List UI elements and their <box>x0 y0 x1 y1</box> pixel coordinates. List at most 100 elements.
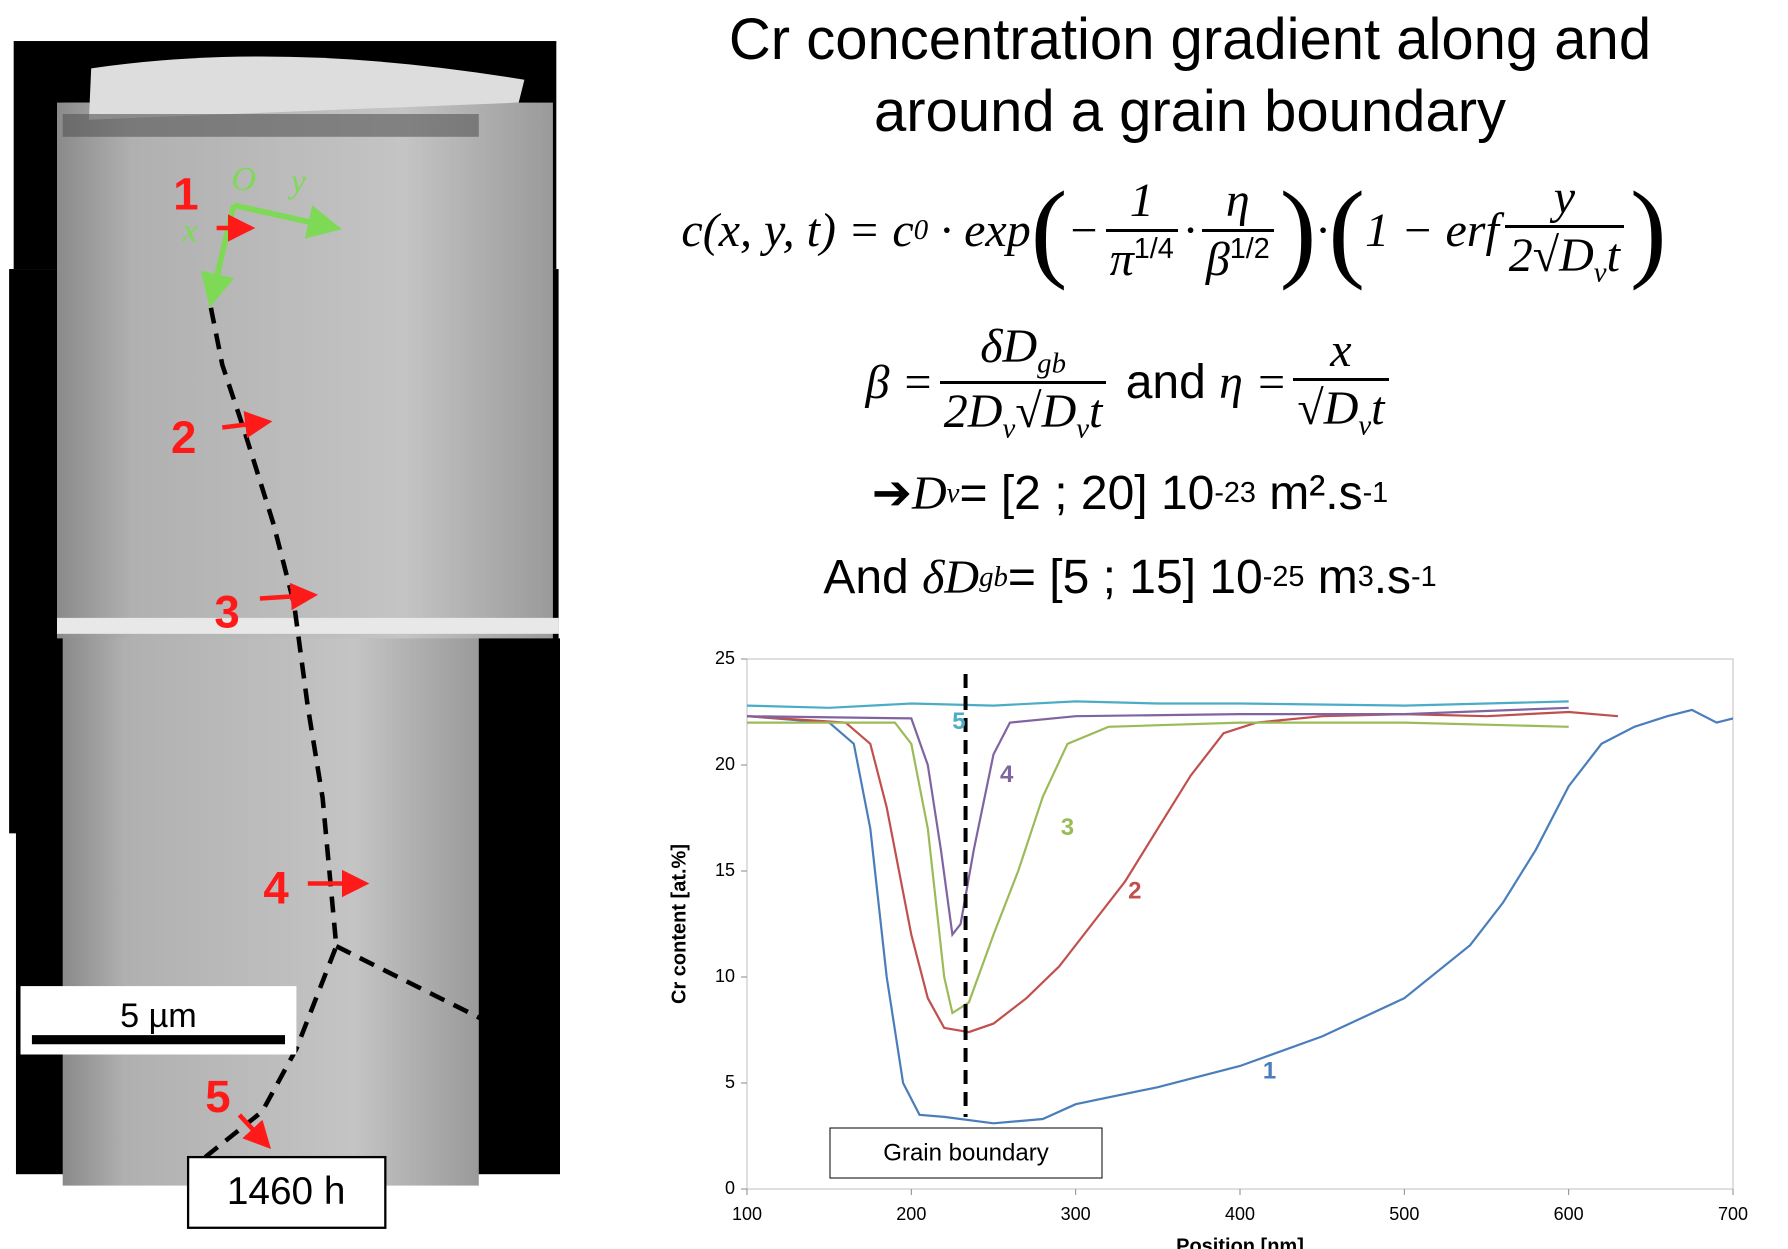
equation-text: m <box>1304 551 1358 604</box>
equation-text: − <box>1067 203 1100 257</box>
marker-label: 4 <box>263 863 289 914</box>
annotation: Grain boundary <box>883 1139 1048 1166</box>
equation-text: 1/4 <box>1133 232 1174 265</box>
y-tick-label: 0 <box>725 1178 735 1198</box>
series-label: 3 <box>1061 814 1074 841</box>
fraction: x √Dvt <box>1293 323 1389 443</box>
equation-text: · <box>1183 203 1196 257</box>
equation-text: y <box>1550 170 1579 225</box>
series-label: 4 <box>1000 761 1014 788</box>
equation-text: -25 <box>1262 561 1305 593</box>
equation-text: t <box>1606 229 1620 283</box>
equation-text: y <box>1553 171 1576 225</box>
equation-text: 1 <box>1126 173 1158 228</box>
x-tick-label: 100 <box>732 1204 762 1224</box>
equation-text: 2√ <box>1508 229 1560 283</box>
arrow <box>259 582 319 611</box>
series-line <box>746 710 1619 1034</box>
y-tick-label: 25 <box>715 648 735 668</box>
axis-label: O <box>231 161 256 198</box>
equation-text: v <box>1002 412 1016 445</box>
x-axis-title: Position [nm] <box>1176 1235 1304 1249</box>
equation: And δD gb = [5 ; 15] 10 -25 m 3 .s -1 <box>580 540 1680 615</box>
equation-text: π1/4 <box>1105 228 1178 287</box>
fraction: δDgb 2Dv√Dvt <box>939 320 1107 445</box>
equation-text: D <box>1559 229 1594 283</box>
equation-text: 3 <box>1357 561 1374 593</box>
equation-text: √Dvt <box>1293 377 1389 443</box>
x-tick-label: 500 <box>1389 1204 1419 1224</box>
arrow <box>222 411 273 439</box>
y-tick-label: 10 <box>715 966 735 986</box>
equation-text: -1 <box>1362 476 1389 509</box>
x-tick-label: 400 <box>1225 1204 1255 1224</box>
equation-text: · <box>1316 203 1329 257</box>
equation: β = δDgb 2Dv√Dvt and η = x √Dvt <box>580 320 1680 445</box>
equation-text: gb <box>979 561 1008 593</box>
marker-label: 2 <box>171 412 196 463</box>
axis-label: y <box>288 164 307 201</box>
equation-text: ) <box>1629 169 1667 291</box>
equation-text: = [2 ; 20] 10 <box>959 466 1215 520</box>
equation-text: 1 <box>1129 174 1154 228</box>
equation-text: m².s <box>1255 466 1363 520</box>
equation-text: v <box>1076 412 1090 445</box>
equation-text: δD <box>980 320 1038 374</box>
series-line <box>746 700 1569 709</box>
fraction: η β1/2 <box>1201 173 1274 287</box>
x-tick-label: 200 <box>896 1204 926 1224</box>
equation-text: η = <box>1219 356 1288 409</box>
equation-text: 1/2 <box>1229 232 1270 265</box>
equation-text: β <box>1205 232 1230 286</box>
equation-text: β1/2 <box>1201 228 1274 287</box>
y-tick-label: 20 <box>715 754 735 774</box>
equation-text: D <box>912 466 947 520</box>
y-tick-label: 15 <box>715 860 735 880</box>
series-line <box>747 721 1569 1015</box>
sample <box>57 102 553 639</box>
grain-boundary <box>335 944 497 1029</box>
equation-text: gb <box>1037 347 1066 380</box>
cap-edge <box>62 114 479 137</box>
time-label: 1460 h <box>227 1170 346 1213</box>
equation-text: ) <box>1279 169 1317 291</box>
x-tick-label: 600 <box>1554 1204 1584 1224</box>
cap <box>88 56 525 120</box>
equation-text: 2Dv√Dvt <box>939 381 1107 445</box>
equation-text: x <box>1326 323 1355 378</box>
equation-text: ➔ <box>871 467 912 520</box>
equation-text: δDgb <box>976 320 1070 381</box>
x-tick-label: 700 <box>1718 1204 1748 1224</box>
equation-text: v <box>946 476 960 509</box>
equation-text: t <box>1089 385 1103 438</box>
equation-text: η <box>1225 174 1250 228</box>
equation-text: -23 <box>1214 476 1256 509</box>
equation-text: c(x, y, t) = c <box>681 203 914 257</box>
grain-boundary <box>203 307 339 1159</box>
equation-text: v <box>1593 256 1607 289</box>
equation-text: π <box>1109 232 1134 286</box>
time-box <box>186 1155 387 1229</box>
series-label: 5 <box>952 708 965 735</box>
series-label: 1 <box>1263 1058 1276 1085</box>
equation-text: 0 <box>913 213 929 246</box>
equation-text: η <box>1222 173 1254 228</box>
marker-label: 3 <box>214 587 239 638</box>
y-axis-title: Cr content [at.%] <box>668 844 690 1004</box>
equation-text: · exp <box>928 203 1031 257</box>
x-tick-label: 300 <box>1061 1204 1091 1224</box>
y-tick-label: 5 <box>725 1072 735 1092</box>
equation-text: β = <box>865 356 934 409</box>
series-label: 2 <box>1128 878 1141 905</box>
equation-text: and <box>1112 356 1220 409</box>
axis-label: x <box>181 213 197 250</box>
equation-text: t <box>1371 381 1385 435</box>
equation-text: = [5 ; 15] 10 <box>1007 551 1263 604</box>
equation-text: And <box>823 551 923 604</box>
title-line: around a grain boundary <box>873 79 1507 144</box>
equation-text: v <box>1358 409 1372 442</box>
equation-text: 1 − erf <box>1365 203 1499 257</box>
